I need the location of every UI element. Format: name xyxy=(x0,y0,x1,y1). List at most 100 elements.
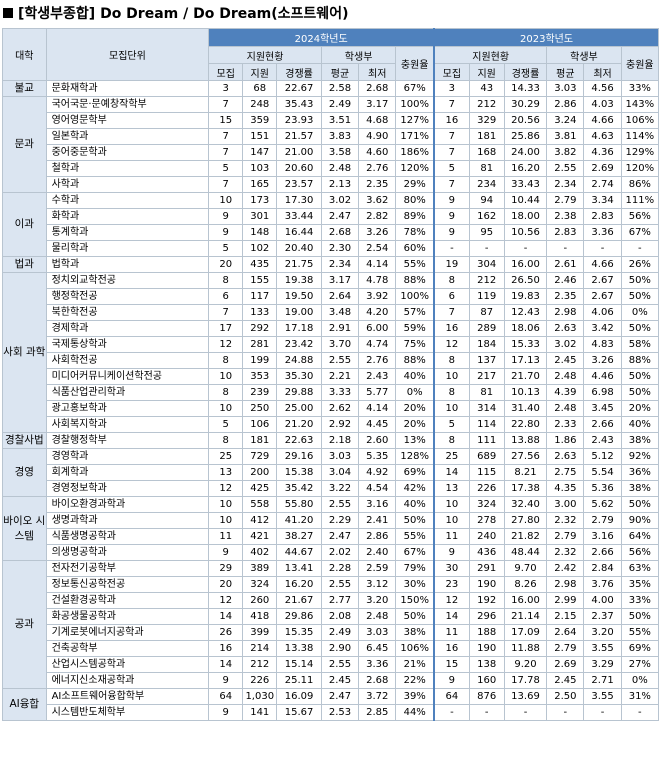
value-2024-4: 4.60 xyxy=(358,144,397,161)
fill-header-2024: 충원율 xyxy=(395,46,435,81)
table-row: 의생명공학과 9 402 44.67 2.02 2.40 67% 9 436 48.44 2.32 2… xyxy=(3,544,660,561)
value-2024-4: 2.60 xyxy=(358,432,397,449)
value-2023-0: 64 xyxy=(433,688,470,705)
value-2024-2: 24.88 xyxy=(276,352,322,369)
value-2023-0: 9 xyxy=(433,192,470,209)
unit-cell: 의생명공학과 xyxy=(45,544,210,561)
value-2023-2: 27.56 xyxy=(503,448,548,465)
value-2023-1: 81 xyxy=(468,384,505,401)
college-cell: 바이오 시스템 xyxy=(2,496,47,561)
value-2024-2: 19.50 xyxy=(276,288,322,305)
table-header: 대학 모집단위 2024학년도 2023학년도 지원현황 학생부 충원율 지원현… xyxy=(2,28,660,81)
value-2023-3: 2.46 xyxy=(546,272,585,289)
value-2024-3: 2.53 xyxy=(320,704,360,721)
value-2023-1: 192 xyxy=(468,592,505,609)
value-2023-4: 2.71 xyxy=(583,672,622,689)
value-2024-5: 57% xyxy=(395,304,435,321)
unit-cell: 화공생물공학과 xyxy=(45,608,210,625)
table-row: 사회 과학 정치외교학전공 8 155 19.38 3.17 4.78 88% 8 212 26.5… xyxy=(2,272,660,433)
value-2023-5: 56% xyxy=(620,208,660,225)
value-2023-4: 3.34 xyxy=(583,192,622,209)
value-2023-4: 4.03 xyxy=(583,96,622,113)
unit-cell: 사학과 xyxy=(45,176,210,193)
value-2024-4: 6.45 xyxy=(358,640,397,657)
value-2023-4: 3.16 xyxy=(583,528,622,545)
value-2024-5: 69% xyxy=(395,464,435,481)
value-2023-1: 329 xyxy=(468,112,505,129)
unit-cell: 물리학과 xyxy=(45,240,210,257)
value-2023-1: 188 xyxy=(468,624,505,641)
value-2024-4: 3.26 xyxy=(358,224,397,241)
value-2024-0: 10 xyxy=(208,400,244,417)
value-2024-0: 7 xyxy=(208,144,244,161)
value-2024-2: 29.16 xyxy=(276,448,322,465)
table-row: 건축공학부 16 214 13.38 2.90 6.45 106% 16 190 11.88 2.7… xyxy=(3,640,660,657)
value-2024-2: 29.86 xyxy=(276,608,322,625)
value-2023-5: 106% xyxy=(620,112,660,129)
table-row: 바이오 시스템 바이오환경과학과 10 558 55.80 2.55 3.16 40% 10 32… xyxy=(2,496,660,561)
value-2023-0: 15 xyxy=(433,656,470,673)
value-2024-4: 3.12 xyxy=(358,576,397,593)
value-2024-0: 17 xyxy=(208,320,244,337)
value-2024-3: 2.90 xyxy=(320,640,360,657)
value-2024-4: 2.59 xyxy=(358,560,397,577)
value-2023-5: 114% xyxy=(620,128,660,145)
value-2023-2: 9.20 xyxy=(503,656,548,673)
unit-cell: 전자전기공학부 xyxy=(45,560,210,577)
value-2023-3: 2.86 xyxy=(546,96,585,113)
table-row: 경제학과 17 292 17.18 2.91 6.00 59% 16 289 18.06 2.63 3… xyxy=(3,320,660,337)
value-2023-3: 3.24 xyxy=(546,112,585,129)
value-2024-4: 3.17 xyxy=(358,96,397,113)
value-2024-4: 4.74 xyxy=(358,336,397,353)
value-2024-2: 23.42 xyxy=(276,336,322,353)
value-2023-0: 5 xyxy=(433,160,470,177)
value-2024-1: 141 xyxy=(242,704,278,721)
unit-header: 모집단위 xyxy=(45,28,210,81)
value-2024-1: 200 xyxy=(242,464,278,481)
value-2023-3: 3.81 xyxy=(546,128,585,145)
value-2024-4: 3.62 xyxy=(358,192,397,209)
value-2024-2: 44.67 xyxy=(276,544,322,561)
value-2023-3: 2.98 xyxy=(546,576,585,593)
value-2024-0: 64 xyxy=(208,688,244,705)
value-2024-1: 425 xyxy=(242,480,278,497)
value-2023-2: 17.38 xyxy=(503,480,548,497)
value-2024-3: 2.02 xyxy=(320,544,360,561)
unit-cell: 경찰행정학부 xyxy=(45,432,210,449)
value-2023-3: - xyxy=(546,704,585,721)
value-2023-1: - xyxy=(468,240,505,257)
table-row: 영어영문학부 15 359 23.93 3.51 4.68 127% 16 329 20.56 3.… xyxy=(3,112,660,129)
value-2023-5: 129% xyxy=(620,144,660,161)
value-2024-4: 2.54 xyxy=(358,240,397,257)
value-2024-2: 38.27 xyxy=(276,528,322,545)
value-2024-3: 2.68 xyxy=(320,224,360,241)
value-2024-0: 12 xyxy=(208,592,244,609)
table-row: AI융합 AI소프트웨어융합학부 64 1,030 16.09 2.47 3.72 39% 64… xyxy=(2,688,660,721)
value-2023-1: 226 xyxy=(468,480,505,497)
applicants-header-2023: 지원 xyxy=(468,63,505,81)
value-2024-4: 2.41 xyxy=(358,512,397,529)
unit-cell: 정치외교학전공 xyxy=(45,272,210,289)
value-2023-4: 5.54 xyxy=(583,464,622,481)
value-2024-4: 2.82 xyxy=(358,208,397,225)
value-2023-1: 876 xyxy=(468,688,505,705)
value-2024-0: 9 xyxy=(208,544,244,561)
value-2023-1: 114 xyxy=(468,416,505,433)
value-2023-0: 10 xyxy=(433,512,470,529)
unit-cell: 회계학과 xyxy=(45,464,210,481)
value-2023-2: 9.70 xyxy=(503,560,548,577)
value-2024-3: 3.22 xyxy=(320,480,360,497)
value-2024-5: 40% xyxy=(395,496,435,513)
value-2024-2: 21.00 xyxy=(276,144,322,161)
value-2024-5: 100% xyxy=(395,96,435,113)
value-2024-0: 7 xyxy=(208,128,244,145)
value-2023-5: 90% xyxy=(620,512,660,529)
value-2023-5: 111% xyxy=(620,192,660,209)
value-2024-5: 171% xyxy=(395,128,435,145)
value-2023-3: - xyxy=(546,240,585,257)
value-2024-2: 21.75 xyxy=(276,256,322,273)
value-2023-5: 64% xyxy=(620,528,660,545)
value-2023-2: 48.44 xyxy=(503,544,548,561)
unit-cell: 산업시스템공학과 xyxy=(45,656,210,673)
value-2024-5: 186% xyxy=(395,144,435,161)
